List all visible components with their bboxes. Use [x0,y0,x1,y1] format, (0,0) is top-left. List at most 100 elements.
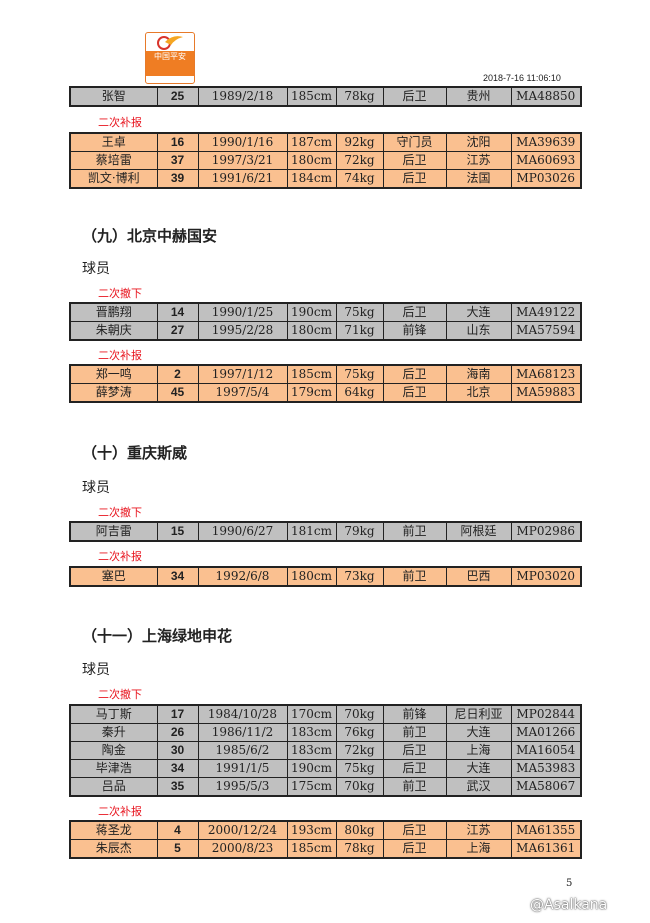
table-row: 蒋圣龙 4 2000/12/24 193cm 80kg 后卫 江苏 MA61355 [69,820,582,840]
shirt-number-cell: 39 [156,169,199,189]
weight-cell: 74kg [335,169,384,189]
birthplace-cell: 北京 [445,383,512,403]
player-name-cell: 阿吉雷 [69,521,158,542]
player-name-cell: 张智 [69,86,158,107]
section-subtitle: 球员 [82,261,110,277]
logo-text: 中国平安 [146,51,194,75]
birth-date-cell: 1992/6/8 [197,566,288,587]
weight-cell: 75kg [335,759,384,778]
position-cell: 后卫 [382,383,447,403]
player-name-cell: 凯文·博利 [69,169,158,189]
section-title: （九）北京中赫国安 [82,227,218,245]
birthplace-cell: 上海 [445,741,512,760]
shirt-number-cell: 25 [156,86,199,107]
birth-date-cell: 1997/3/21 [197,151,288,170]
birth-date-cell: 1997/5/4 [197,383,288,403]
shirt-number-cell: 5 [156,839,199,859]
registration-id-cell: MA61355 [510,820,582,840]
weight-cell: 71kg [335,321,384,341]
csl-logo: 中国平安 [145,32,195,84]
shirt-number-cell: 30 [156,741,199,760]
weight-cell: 70kg [335,777,384,797]
table-row: 蔡培雷 37 1997/3/21 180cm 72kg 后卫 江苏 MA60693 [69,151,582,170]
weight-cell: 73kg [335,566,384,587]
registration-id-cell: MP02844 [510,704,582,724]
birthplace-cell: 江苏 [445,820,512,840]
birthplace-cell: 山东 [445,321,512,341]
weight-cell: 80kg [335,820,384,840]
position-cell: 前卫 [382,566,447,587]
shirt-number-cell: 27 [156,321,199,341]
height-cell: 175cm [286,777,337,797]
table-row: 阿吉雷 15 1990/6/27 181cm 79kg 前卫 阿根廷 MP02986 [69,521,582,542]
registration-id-cell: MA01266 [510,723,582,742]
height-cell: 170cm [286,704,337,724]
table-added: 蒋圣龙 4 2000/12/24 193cm 80kg 后卫 江苏 MA61355 朱辰杰 5 20… [69,820,582,859]
registration-id-cell: MA16054 [510,741,582,760]
shirt-number-cell: 34 [156,566,199,587]
height-cell: 187cm [286,132,337,152]
birth-date-cell: 1990/6/27 [197,521,288,542]
section-title: （十）重庆斯威 [82,444,188,462]
position-cell: 前锋 [382,704,447,724]
birth-date-cell: 1997/1/12 [197,364,288,384]
table-added: 塞巴 34 1992/6/8 180cm 73kg 前卫 巴西 MP03020 [69,566,582,587]
table-removed: 马丁斯 17 1984/10/28 170cm 70kg 前锋 尼日利亚 MP02844 秦升 2… [69,704,582,797]
birth-date-cell: 1991/6/21 [197,169,288,189]
registration-id-cell: MA59883 [510,383,582,403]
position-cell: 后卫 [382,364,447,384]
height-cell: 185cm [286,839,337,859]
birth-date-cell: 1990/1/25 [197,302,288,322]
page-number: 5 [566,878,573,889]
registration-id-cell: MA57594 [510,321,582,341]
player-name-cell: 塞巴 [69,566,158,587]
registration-id-cell: MP02986 [510,521,582,542]
table-row: 塞巴 34 1992/6/8 180cm 73kg 前卫 巴西 MP03020 [69,566,582,587]
table-row: 毕津浩 34 1991/1/5 190cm 75kg 后卫 大连 MA53983 [69,759,582,778]
table-row: 张智 25 1989/2/18 185cm 78kg 后卫 贵州 MA48850 [69,86,582,107]
shirt-number-cell: 37 [156,151,199,170]
height-cell: 179cm [286,383,337,403]
height-cell: 185cm [286,86,337,107]
birthplace-cell: 江苏 [445,151,512,170]
section-subtitle: 球员 [82,480,110,496]
section-label-added: 二次补报 [98,805,142,818]
watermark: @Asalkana [530,897,608,913]
registration-id-cell: MP03020 [510,566,582,587]
position-cell: 后卫 [382,302,447,322]
table-added: 王卓 16 1990/1/16 187cm 92kg 守门员 沈阳 MA39639 蔡培雷 37 1… [69,132,582,189]
birthplace-cell: 大连 [445,759,512,778]
section-label-removed: 二次撤下 [98,688,142,701]
weight-cell: 64kg [335,383,384,403]
table-row: 秦升 26 1986/11/2 183cm 76kg 前卫 大连 MA01266 [69,723,582,742]
height-cell: 184cm [286,169,337,189]
table-row: 郑一鸣 2 1997/1/12 185cm 75kg 后卫 海南 MA68123 [69,364,582,384]
birth-date-cell: 1986/11/2 [197,723,288,742]
birth-date-cell: 1991/1/5 [197,759,288,778]
height-cell: 193cm [286,820,337,840]
shirt-number-cell: 15 [156,521,199,542]
registration-id-cell: MA60693 [510,151,582,170]
table-row: 王卓 16 1990/1/16 187cm 92kg 守门员 沈阳 MA39639 [69,132,582,152]
weight-cell: 72kg [335,151,384,170]
section-label-removed: 二次撤下 [98,506,142,519]
registration-id-cell: MA61361 [510,839,582,859]
height-cell: 180cm [286,151,337,170]
height-cell: 183cm [286,741,337,760]
shirt-number-cell: 45 [156,383,199,403]
shirt-number-cell: 2 [156,364,199,384]
height-cell: 185cm [286,364,337,384]
player-name-cell: 蔡培雷 [69,151,158,170]
shirt-number-cell: 34 [156,759,199,778]
position-cell: 前卫 [382,777,447,797]
shirt-number-cell: 26 [156,723,199,742]
table-row: 朱辰杰 5 2000/8/23 185cm 78kg 后卫 上海 MA61361 [69,839,582,859]
player-name-cell: 朱辰杰 [69,839,158,859]
position-cell: 后卫 [382,820,447,840]
position-cell: 后卫 [382,839,447,859]
birth-date-cell: 1985/6/2 [197,741,288,760]
birth-date-cell: 1995/2/28 [197,321,288,341]
height-cell: 190cm [286,302,337,322]
birthplace-cell: 武汉 [445,777,512,797]
registration-id-cell: MA49122 [510,302,582,322]
